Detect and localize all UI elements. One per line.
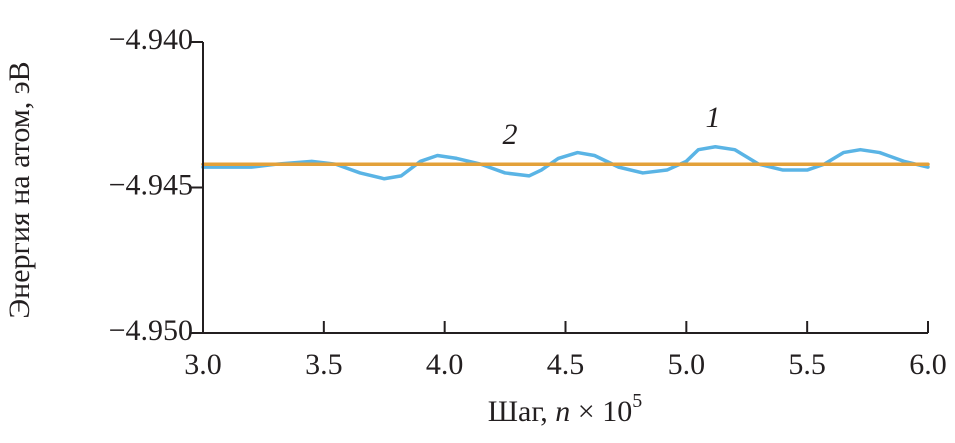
x-label-part: n: [555, 395, 570, 428]
x-label-part: × 10: [570, 395, 632, 428]
x-label-part: Шаг,: [488, 395, 556, 428]
y-axis-label: Энергия на атом, эВ: [3, 61, 36, 318]
x-tick-label: 4.0: [426, 348, 464, 381]
series-label: 1: [706, 101, 721, 134]
x-tick-label: 5.5: [788, 348, 826, 381]
y-tick-label: −4.940: [109, 23, 193, 56]
series-line: [201, 145, 930, 181]
x-tick-label: 3.5: [305, 348, 343, 381]
x-label-part: 5: [632, 390, 642, 412]
x-tick-label: 5.0: [668, 348, 706, 381]
x-tick-label: 3.0: [184, 348, 222, 381]
x-axis-label: Шаг, n × 105: [488, 390, 642, 428]
x-tick-label: 4.5: [547, 348, 585, 381]
y-tick-label: −4.945: [109, 168, 193, 201]
x-tick-label: 6.0: [909, 348, 947, 381]
y-tick-label: −4.950: [109, 314, 193, 347]
series-label: 2: [503, 118, 518, 151]
